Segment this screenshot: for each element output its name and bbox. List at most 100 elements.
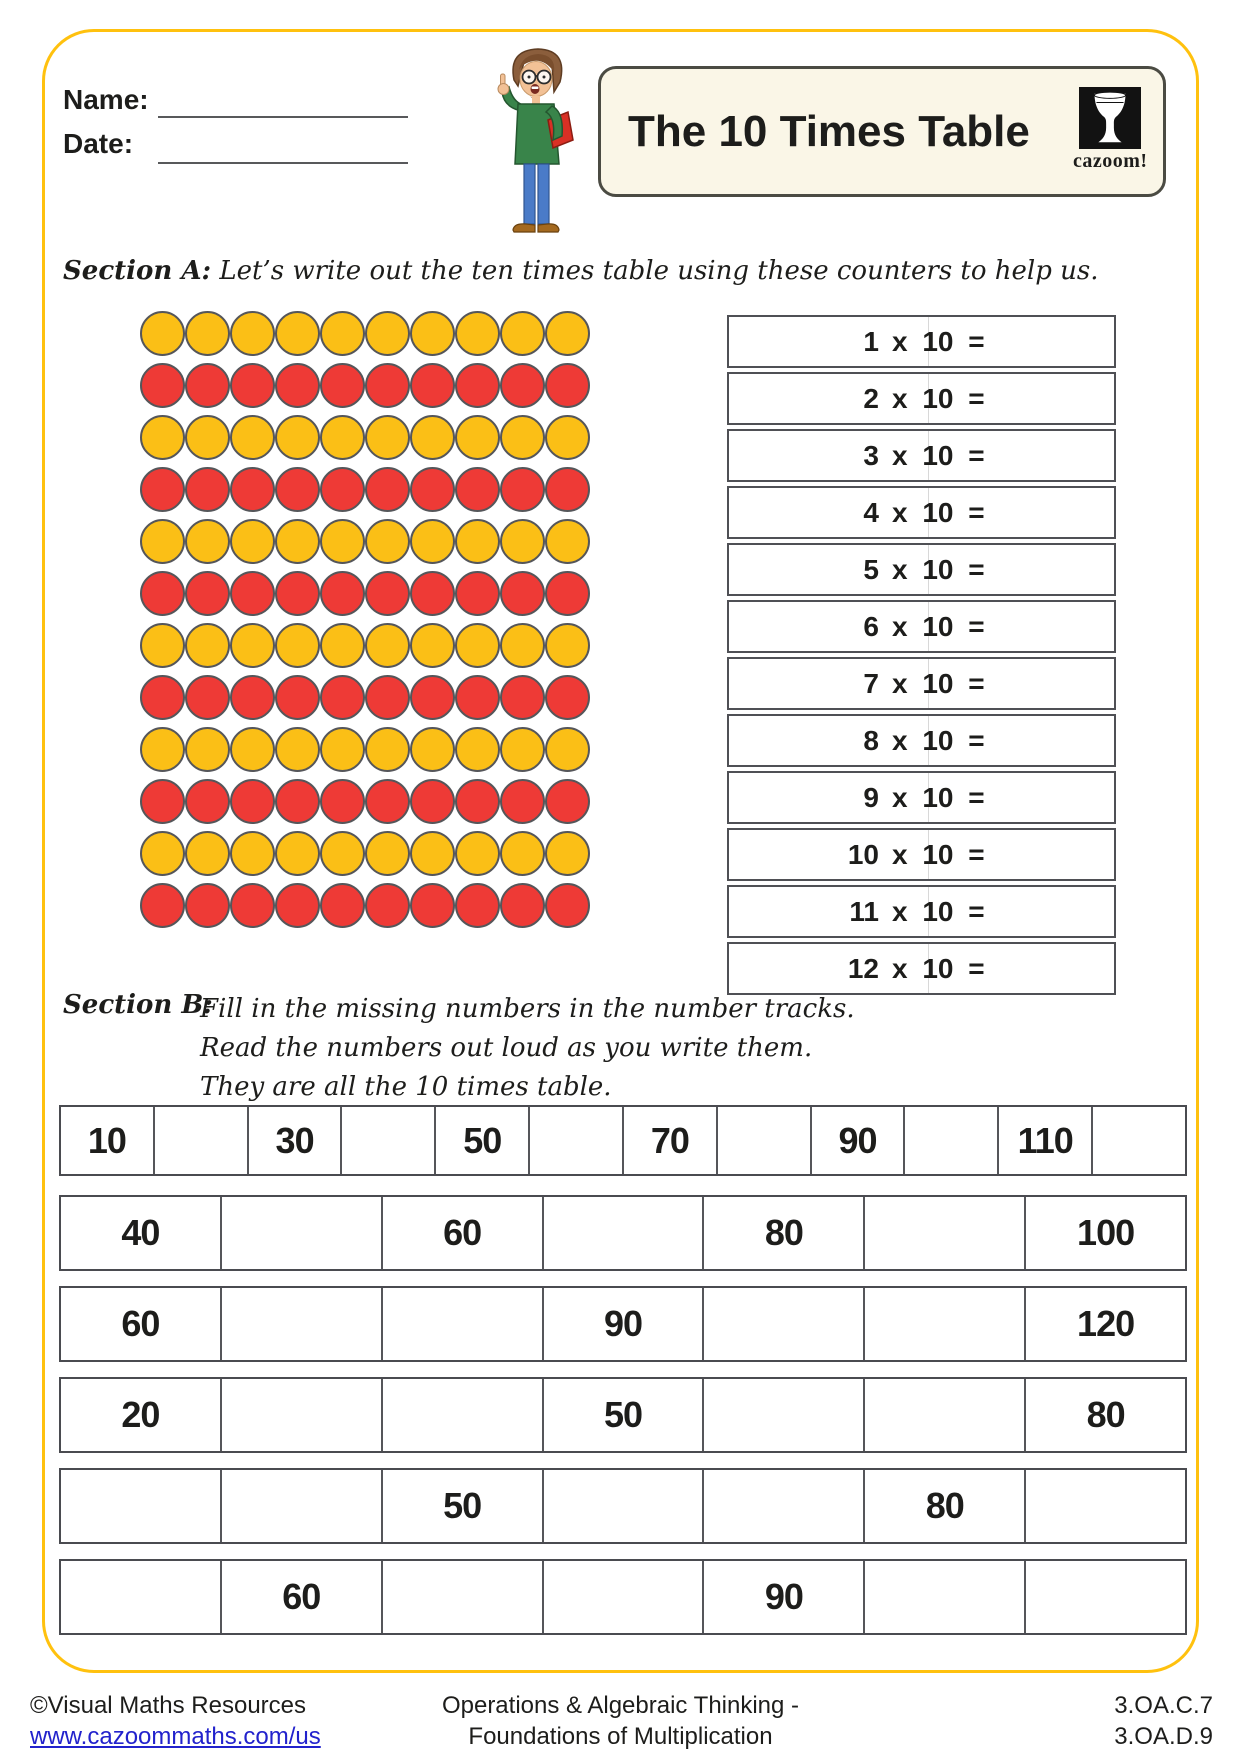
yellow-counter-icon xyxy=(410,831,455,876)
track-cell-blank[interactable] xyxy=(1024,1470,1185,1542)
yellow-counter-icon xyxy=(185,311,230,356)
track-cell-blank[interactable] xyxy=(541,1470,703,1542)
equation-row: 10 x 10 = xyxy=(727,828,1116,881)
track-cell-blank[interactable] xyxy=(528,1107,622,1174)
track-cell-filled: 80 xyxy=(1024,1379,1185,1451)
red-counter-icon xyxy=(410,363,455,408)
equation-row: 4 x 10 = xyxy=(727,486,1116,539)
section-b-instructions: Fill in the missing numbers in the numbe… xyxy=(200,990,960,1107)
equation-answer-blank[interactable] xyxy=(985,602,1114,651)
name-label: Name: xyxy=(63,84,149,115)
yellow-counter-icon xyxy=(230,831,275,876)
equation-answer-blank[interactable] xyxy=(985,944,1114,993)
equation-answer-blank[interactable] xyxy=(985,887,1114,936)
number-track: 20 50 80 xyxy=(59,1377,1187,1453)
counter-row xyxy=(140,831,590,876)
number-track: 10 30 50 70 90 110 xyxy=(59,1105,1187,1176)
track-cell-blank[interactable] xyxy=(152,1107,247,1174)
equation-answer-blank[interactable] xyxy=(985,488,1114,537)
track-cell-blank[interactable] xyxy=(380,1379,542,1451)
yellow-counter-icon xyxy=(320,623,365,668)
track-cell-blank[interactable] xyxy=(340,1107,434,1174)
section-b-label: Section B: xyxy=(63,990,213,1020)
track-cell-blank[interactable] xyxy=(702,1288,863,1360)
equation-multiplier: 6 xyxy=(863,610,879,642)
track-cell-blank[interactable] xyxy=(380,1561,542,1633)
date-label: Date: xyxy=(63,128,134,159)
track-cell-filled: 90 xyxy=(541,1288,703,1360)
track-cell-blank[interactable] xyxy=(1024,1561,1185,1633)
red-counter-icon xyxy=(545,363,590,408)
track-cell-blank[interactable] xyxy=(863,1379,1024,1451)
date-input-line[interactable] xyxy=(158,132,408,164)
yellow-counter-icon xyxy=(185,623,230,668)
number-track: 60 90 xyxy=(59,1559,1187,1635)
red-counter-icon xyxy=(320,779,365,824)
yellow-counter-icon xyxy=(545,623,590,668)
title-box: The 10 Times Table cazoom! xyxy=(598,66,1166,197)
goblet-drum-icon xyxy=(1079,87,1141,149)
red-counter-icon xyxy=(185,363,230,408)
equation-answer-blank[interactable] xyxy=(985,773,1114,822)
track-cell-blank[interactable] xyxy=(219,1288,381,1360)
red-counter-icon xyxy=(320,675,365,720)
track-cell-blank[interactable] xyxy=(903,1107,997,1174)
red-counter-icon xyxy=(320,467,365,512)
red-counter-icon xyxy=(365,883,410,928)
yellow-counter-icon xyxy=(320,311,365,356)
track-cell-blank[interactable] xyxy=(863,1197,1024,1269)
equation-row: 1 x 10 = xyxy=(727,315,1116,368)
equation-answer-blank[interactable] xyxy=(985,545,1114,594)
track-cell-blank[interactable] xyxy=(541,1197,703,1269)
section-a-label: Section A: xyxy=(63,256,212,286)
track-cell-filled: 20 xyxy=(121,1394,160,1435)
yellow-counter-icon xyxy=(320,415,365,460)
equation-column-divider xyxy=(928,431,929,480)
equation-column-divider xyxy=(928,317,929,366)
equation-answer-blank[interactable] xyxy=(985,830,1114,879)
track-cell-blank[interactable] xyxy=(219,1379,381,1451)
number-track: 60 90 120 xyxy=(59,1286,1187,1362)
track-cell-blank[interactable] xyxy=(61,1561,220,1633)
equation-answer-blank[interactable] xyxy=(985,374,1114,423)
counter-row xyxy=(140,571,590,616)
yellow-counter-icon xyxy=(140,519,185,564)
track-cell-blank[interactable] xyxy=(219,1197,381,1269)
track-cell-filled: 90 xyxy=(809,1107,904,1174)
red-counter-icon xyxy=(185,467,230,512)
website-link[interactable]: www.cazoommaths.com/us xyxy=(30,1723,321,1750)
yellow-counter-icon xyxy=(455,831,500,876)
equation-suffix: x 10 = xyxy=(892,667,985,699)
equation-answer-blank[interactable] xyxy=(985,431,1114,480)
track-cell-blank[interactable] xyxy=(702,1379,863,1451)
track-cell-filled: 110 xyxy=(997,1107,1091,1174)
footer-left: ©Visual Maths Resources www.cazoommaths.… xyxy=(30,1690,321,1752)
track-cell-blank[interactable] xyxy=(541,1561,703,1633)
section-b-instruction-line: Fill in the missing numbers in the numbe… xyxy=(200,994,855,1024)
track-cell-blank[interactable] xyxy=(702,1470,863,1542)
track-cell-blank[interactable] xyxy=(61,1470,220,1542)
red-counter-icon xyxy=(140,675,185,720)
red-counter-icon xyxy=(455,779,500,824)
track-cell-blank[interactable] xyxy=(1091,1107,1185,1174)
cazoom-logo: cazoom! xyxy=(1073,87,1147,173)
yellow-counter-icon xyxy=(185,415,230,460)
track-cell-filled: 30 xyxy=(246,1107,341,1174)
red-counter-icon xyxy=(275,467,320,512)
track-cell-blank[interactable] xyxy=(380,1288,542,1360)
equation-answer-blank[interactable] xyxy=(985,716,1114,765)
name-input-line[interactable] xyxy=(158,86,408,118)
track-cell-blank[interactable] xyxy=(863,1561,1024,1633)
track-cell-filled: 50 xyxy=(380,1470,542,1542)
equation-multiplier: 11 xyxy=(849,895,879,927)
track-cell-blank[interactable] xyxy=(863,1288,1024,1360)
counter-row xyxy=(140,311,590,356)
topic-line: Operations & Algebraic Thinking - xyxy=(441,1692,800,1719)
yellow-counter-icon xyxy=(275,519,320,564)
track-cell-blank[interactable] xyxy=(219,1470,381,1542)
equation-answer-blank[interactable] xyxy=(985,659,1114,708)
track-cell-blank[interactable] xyxy=(715,1107,810,1174)
equation-multiplier: 3 xyxy=(863,439,879,471)
counter-row xyxy=(140,415,590,460)
equation-answer-blank[interactable] xyxy=(985,317,1114,366)
